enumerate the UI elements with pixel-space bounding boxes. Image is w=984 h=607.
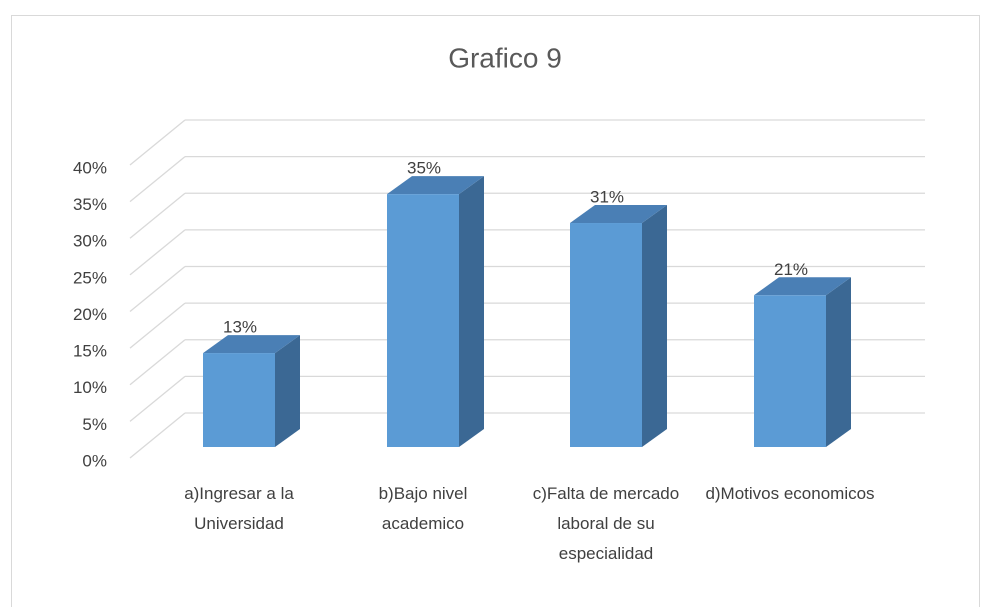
data-label: 35%	[407, 159, 441, 178]
y-tick-label: 30%	[73, 232, 107, 251]
bar-top	[570, 205, 667, 224]
grid-line-side	[129, 119, 186, 166]
y-tick-label: 5%	[82, 415, 107, 434]
grid-line-side	[129, 412, 186, 459]
data-label: 21%	[774, 260, 808, 279]
y-tick-label: 0%	[82, 451, 107, 470]
y-tick-label: 10%	[73, 378, 107, 397]
bar	[754, 295, 826, 447]
grid-line-side	[129, 339, 186, 386]
chart-border	[11, 15, 980, 607]
bar	[387, 194, 459, 447]
grid-line-side	[129, 156, 186, 203]
grid-line-side	[129, 192, 186, 239]
x-tick-label: b)Bajo nivel academico	[378, 484, 468, 533]
bar-side	[826, 277, 851, 447]
bar	[203, 353, 275, 447]
data-label: 31%	[590, 188, 624, 207]
y-tick-label: 40%	[73, 158, 107, 177]
bar	[570, 223, 642, 447]
bar-top	[203, 335, 300, 354]
x-tick-label: c)Falta de mercado laboral de su especia…	[532, 484, 680, 563]
bar-side	[642, 205, 667, 447]
x-tick-label: a)Ingresar a la Universidad	[184, 484, 294, 533]
grid-line-side	[129, 302, 186, 349]
grid-line-side	[129, 229, 186, 276]
grid-line-side	[129, 265, 186, 313]
chart-title: Grafico 9	[448, 42, 562, 73]
y-tick-label: 20%	[73, 305, 107, 324]
grid-line-side	[129, 375, 186, 422]
y-tick-label: 35%	[73, 195, 107, 214]
bar-top	[387, 176, 484, 195]
y-tick-label: 25%	[73, 268, 107, 287]
y-tick-label: 15%	[73, 342, 107, 361]
data-label: 13%	[223, 318, 257, 337]
x-tick-label: d)Motivos economicos	[705, 484, 875, 503]
bar-top	[754, 277, 851, 296]
bar-side	[275, 335, 300, 447]
bar-side	[459, 176, 484, 447]
